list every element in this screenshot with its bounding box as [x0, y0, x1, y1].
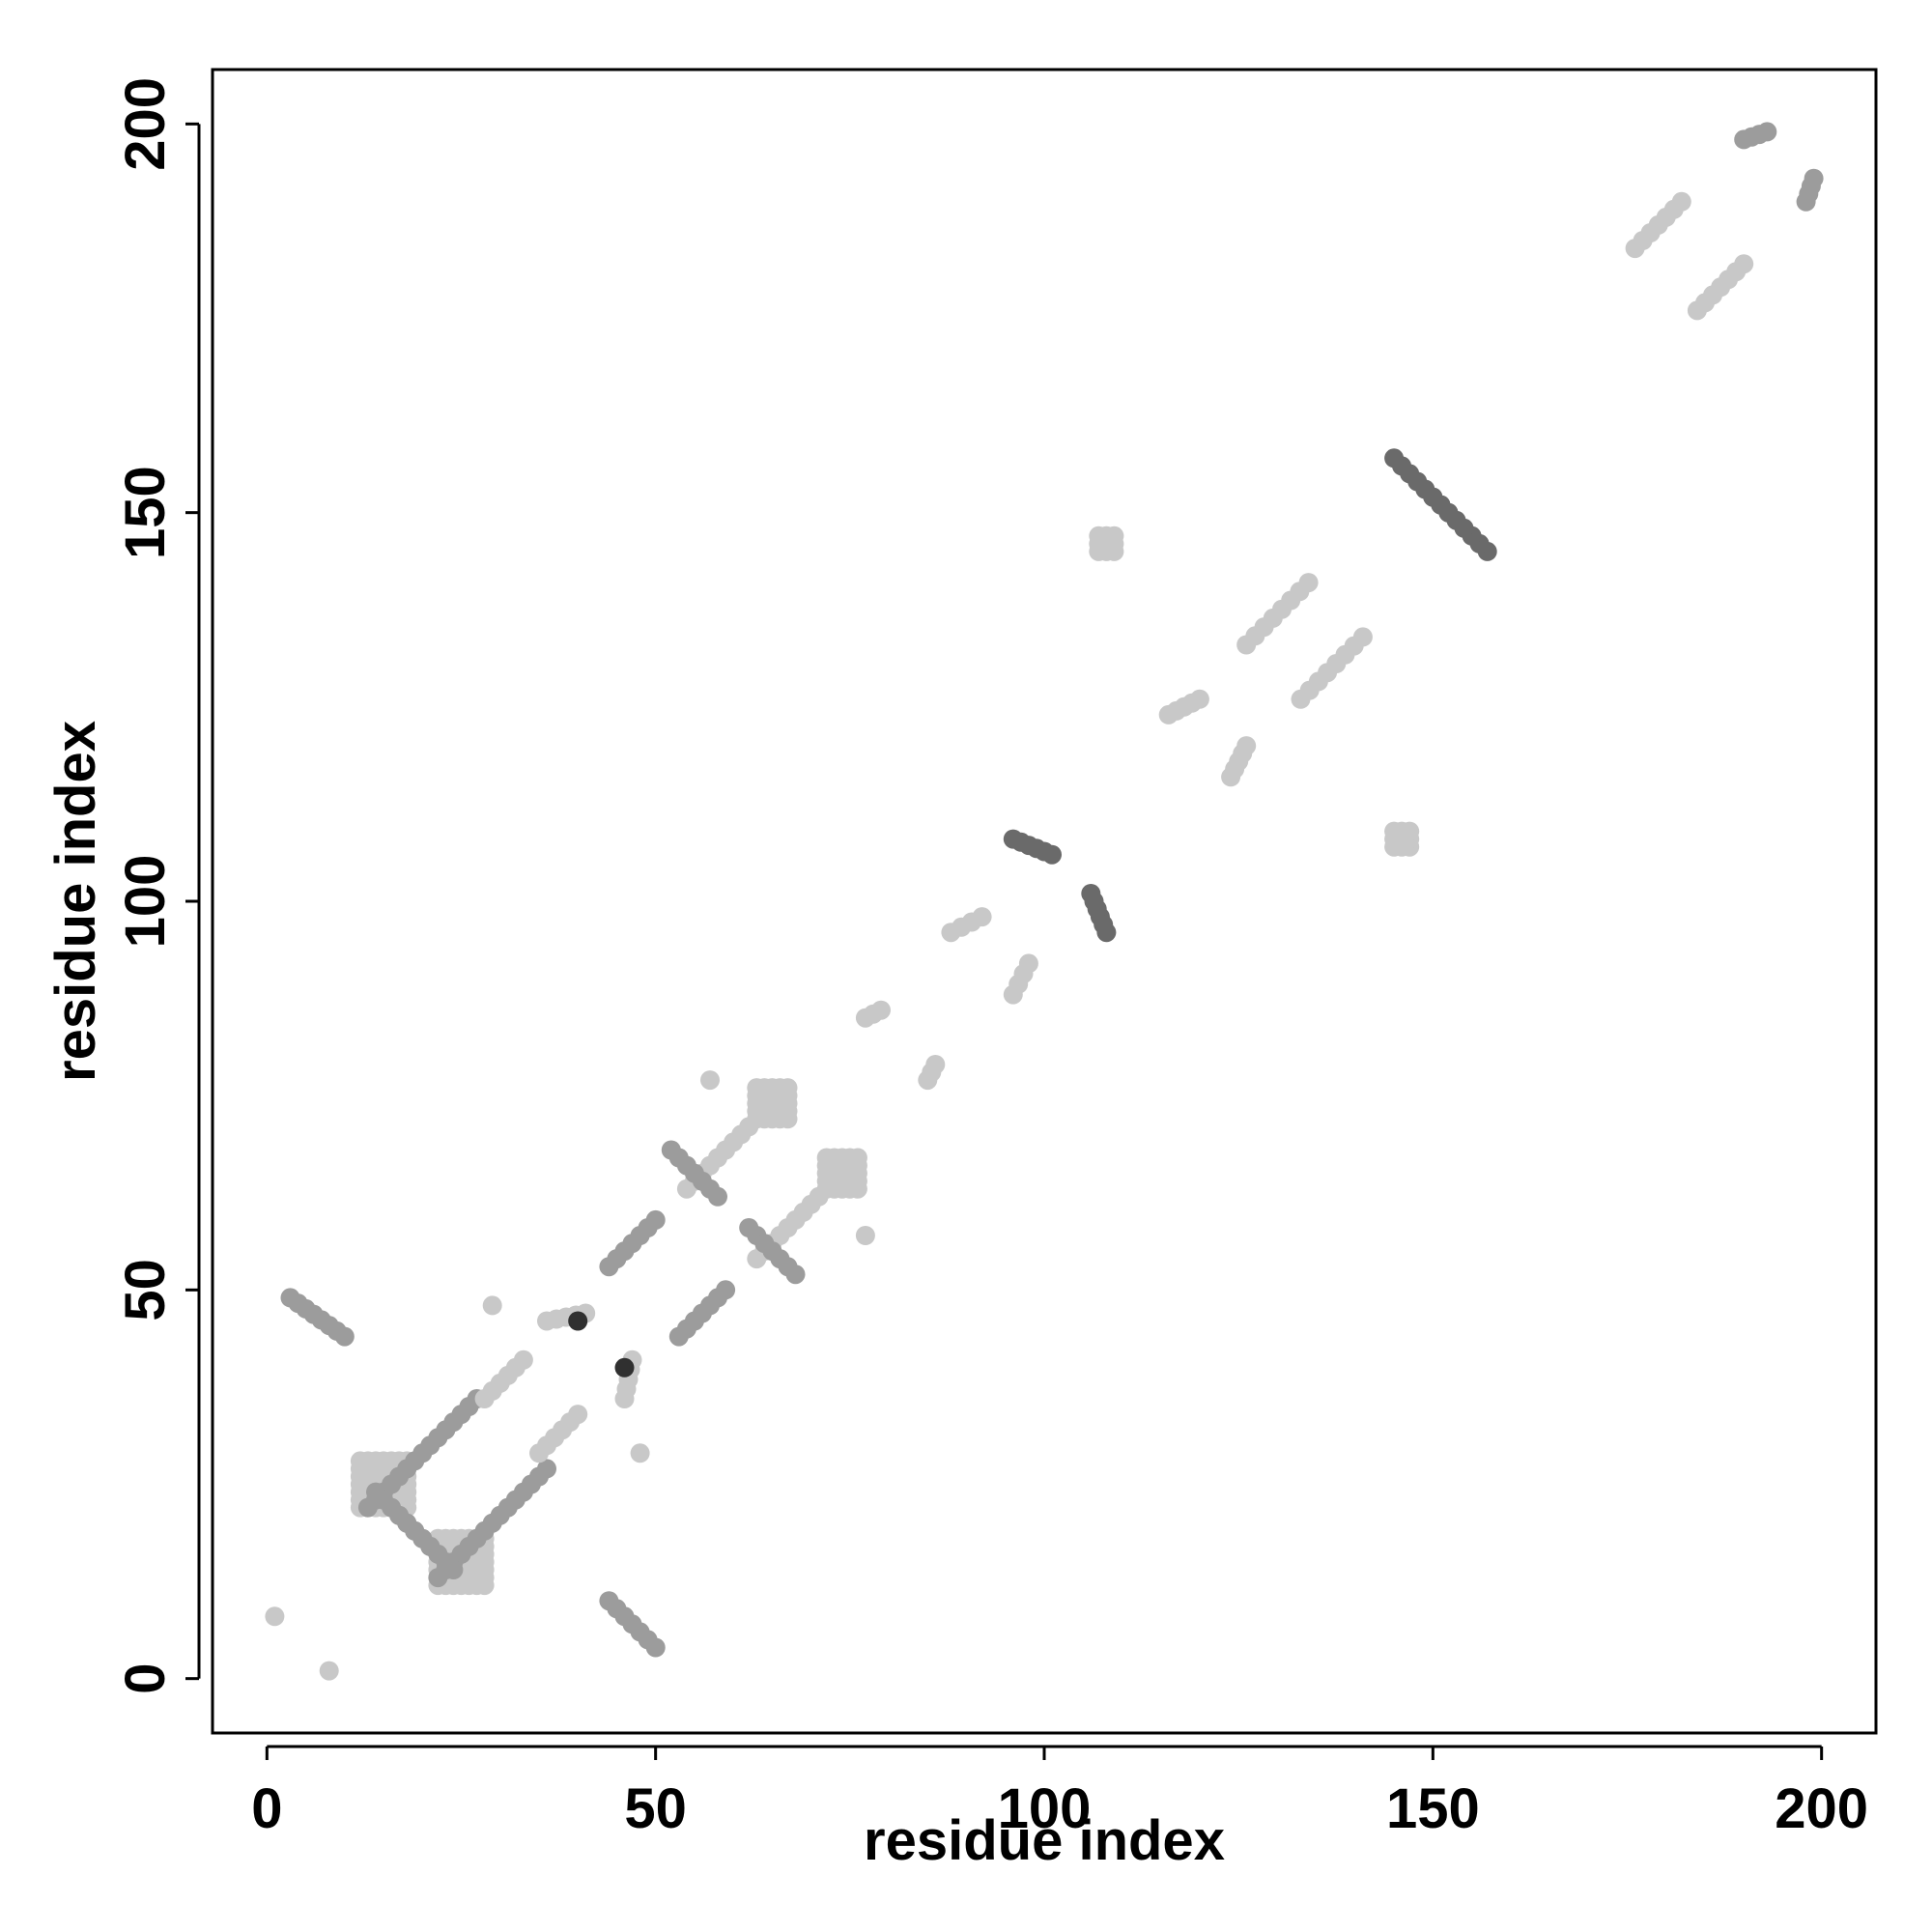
x-tick-label: 100 [998, 1777, 1092, 1840]
contact-point [925, 1055, 946, 1074]
plot-frame [211, 68, 1878, 1735]
contact-point [1400, 821, 1420, 841]
contact-point [855, 1226, 875, 1245]
contact-point [972, 907, 992, 927]
x-tick-label: 150 [1386, 1777, 1480, 1840]
contact-point [739, 1117, 759, 1137]
contact-point [513, 1350, 533, 1370]
contact-point [1018, 953, 1038, 974]
contact-point [778, 1078, 798, 1098]
contact-point [614, 1357, 635, 1378]
y-tick-label: 200 [114, 77, 177, 171]
contact-point [1081, 884, 1101, 903]
contact-point [809, 1186, 829, 1207]
contact-point [537, 1459, 556, 1479]
contact-point [1671, 191, 1691, 212]
x-tick-label: 200 [1775, 1777, 1868, 1840]
contact-point [1236, 736, 1257, 756]
contact-point [1423, 487, 1443, 507]
contact-point [1734, 254, 1754, 274]
contact-point [1189, 689, 1209, 709]
contact-point [871, 1000, 891, 1020]
contact-point [1804, 168, 1824, 188]
contact-point [700, 1070, 720, 1091]
contact-point [334, 1326, 355, 1347]
y-tick-label: 50 [114, 1259, 177, 1321]
y-tick-label: 100 [114, 855, 177, 949]
y-tick-label: 0 [114, 1663, 177, 1694]
y-tick-label: 150 [114, 466, 177, 559]
contact-point [645, 1209, 666, 1230]
contact-point [482, 1295, 502, 1316]
x-tick-label: 0 [251, 1777, 282, 1840]
contact-point [1757, 122, 1777, 142]
contact-point [630, 1443, 650, 1463]
contact-points [265, 122, 1824, 1681]
contact-point [785, 1264, 806, 1285]
contact-point [645, 1637, 666, 1658]
contact-point [1042, 844, 1062, 865]
x-axis: 0 50 100 150 200 [251, 1745, 1868, 1840]
x-axis-title: residue index [864, 1809, 1225, 1872]
contact-point [568, 1311, 588, 1331]
contact-point [319, 1661, 339, 1681]
contact-point [716, 1280, 736, 1300]
contact-point [265, 1606, 285, 1627]
contact-point [1104, 526, 1124, 546]
x-tick-label: 50 [624, 1777, 687, 1840]
contact-point [1298, 573, 1319, 593]
contact-point [568, 1405, 588, 1425]
y-axis-title: residue index [44, 721, 107, 1082]
contact-point [389, 1505, 410, 1525]
contact-point [1352, 627, 1373, 647]
y-axis: 0 50 100 150 200 [114, 77, 201, 1694]
contact-point [847, 1148, 867, 1168]
contact-point [708, 1186, 727, 1207]
